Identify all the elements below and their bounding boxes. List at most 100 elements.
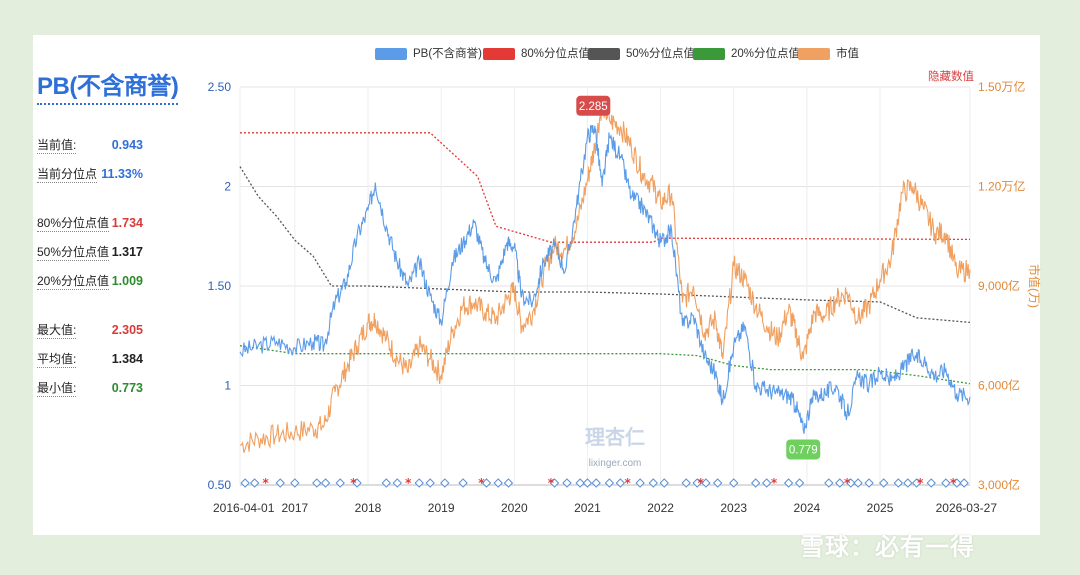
x-tick-label: 2019 xyxy=(428,501,455,515)
y-left-tick-label: 1 xyxy=(224,379,231,393)
stat-label: 50%分位点值 xyxy=(37,245,110,261)
y-left-tick-label: 0.50 xyxy=(208,478,232,492)
event-diamond-marker xyxy=(249,478,260,488)
event-diamond-marker xyxy=(635,478,645,488)
event-diamond-marker xyxy=(615,478,626,488)
stat-value: 1.734 xyxy=(111,216,143,230)
event-diamond-marker xyxy=(659,478,669,488)
hide-values-toggle[interactable]: 隐藏数值 xyxy=(928,71,974,83)
legend-label: 80%分位点值 xyxy=(521,48,591,60)
event-diamond-marker xyxy=(794,478,805,488)
stat-value: 2.305 xyxy=(111,323,143,337)
event-diamond-marker xyxy=(712,478,723,488)
legend-swatch xyxy=(798,48,830,60)
lixinger-watermark-url: lixinger.com xyxy=(589,458,642,469)
event-diamond-marker xyxy=(864,478,874,488)
x-tick-label: 2023 xyxy=(720,501,747,515)
stat-value: 1.384 xyxy=(111,352,143,366)
event-diamond-marker xyxy=(240,478,250,488)
event-diamond-marker xyxy=(481,478,492,488)
event-diamond-marker xyxy=(312,478,322,488)
value-annotation-box xyxy=(786,439,821,460)
x-tick-label: 2020 xyxy=(501,501,528,515)
stat-label: 当前分位点 xyxy=(37,167,98,183)
event-diamond-marker xyxy=(903,478,913,488)
event-diamond-marker xyxy=(414,478,424,488)
x-tick-label: 2018 xyxy=(355,501,382,515)
stat-label: 最小值: xyxy=(37,381,77,397)
event-star-marker: * xyxy=(478,476,485,490)
event-star-marker: * xyxy=(844,476,851,490)
legend-label: 50%分位点值 xyxy=(626,48,696,60)
y-right-tick-label: 1.50万亿 xyxy=(978,79,1025,94)
event-diamond-marker xyxy=(824,478,834,488)
event-diamond-marker xyxy=(290,478,300,488)
event-diamond-marker xyxy=(911,478,922,488)
y-right-tick-label: 1.20万亿 xyxy=(978,179,1025,194)
value-annotation-box xyxy=(576,95,611,116)
stat-value: 0.773 xyxy=(111,381,143,395)
y-right-tick-label: 3,000亿 xyxy=(978,477,1020,492)
stat-row: 当前分位点 11.33% xyxy=(37,166,147,186)
event-diamond-marker xyxy=(926,478,936,488)
lixinger-watermark: 理杏仁 xyxy=(585,425,645,449)
x-tick-label: 2021 xyxy=(574,501,601,515)
legend-label: PB(不含商誉) xyxy=(413,48,482,60)
legend-label: 20%分位点值 xyxy=(731,48,801,60)
event-star-marker: * xyxy=(950,476,957,490)
event-diamond-marker xyxy=(853,478,863,488)
series-80pct-line xyxy=(240,132,971,243)
event-diamond-marker xyxy=(381,478,392,488)
y-right-tick-label: 9,000亿 xyxy=(978,278,1020,293)
stat-row: 最大值: 2.305 xyxy=(37,322,147,342)
indicator-title[interactable]: PB(不含商誉) xyxy=(37,66,179,105)
series-50pct-line xyxy=(239,166,971,324)
event-diamond-marker xyxy=(959,478,969,488)
event-diamond-marker xyxy=(335,478,345,488)
event-diamond-marker xyxy=(352,478,362,488)
event-star-marker: * xyxy=(548,476,555,490)
event-star-marker: * xyxy=(698,476,705,490)
stat-label: 80%分位点值 xyxy=(37,216,110,232)
legend-swatch xyxy=(483,48,515,60)
event-diamond-marker xyxy=(893,478,904,488)
legend-swatch xyxy=(375,48,407,60)
event-diamond-marker xyxy=(692,478,702,488)
event-diamond-marker xyxy=(440,478,450,488)
legend-swatch xyxy=(693,48,725,60)
y-right-axis-label: 市值(万) xyxy=(1027,264,1042,308)
series-market-cap-line xyxy=(239,98,971,453)
legend-swatch xyxy=(588,48,620,60)
event-diamond-marker xyxy=(941,478,951,488)
chart-panel xyxy=(33,35,1040,535)
stat-row: 平均值: 1.384 xyxy=(37,351,147,371)
event-diamond-marker xyxy=(549,478,560,488)
event-diamond-marker xyxy=(750,478,761,488)
event-diamond-marker xyxy=(591,478,601,488)
event-star-marker: * xyxy=(262,476,269,490)
event-diamond-marker xyxy=(562,478,572,488)
x-tick-label: 2016-04-01 xyxy=(213,501,275,515)
stat-value: 1.009 xyxy=(111,274,143,288)
y-left-tick-label: 2.50 xyxy=(208,80,232,94)
stat-row: 20%分位点值 1.009 xyxy=(37,273,147,293)
stat-label: 当前值: xyxy=(37,138,77,154)
series-pb-line xyxy=(239,124,971,434)
event-diamond-marker xyxy=(320,478,331,488)
stat-label: 最大值: xyxy=(37,323,77,339)
stat-row: 50%分位点值 1.317 xyxy=(37,244,147,264)
x-tick-label: 2017 xyxy=(282,501,309,515)
stat-value: 11.33% xyxy=(101,167,143,181)
event-diamond-marker xyxy=(681,478,691,488)
event-star-marker: * xyxy=(917,476,924,490)
event-diamond-marker xyxy=(701,478,711,488)
value-annotation-label: 2.285 xyxy=(579,101,608,113)
stat-row: 80%分位点值 1.734 xyxy=(37,215,147,235)
value-annotation-label: 0.779 xyxy=(789,444,818,456)
x-tick-label: 2024 xyxy=(794,501,821,515)
x-tick-label: 2025 xyxy=(867,501,894,515)
event-diamond-marker xyxy=(846,478,856,488)
event-diamond-marker xyxy=(425,478,435,488)
xueqiu-watermark: 雪球：必有一得 xyxy=(800,527,975,562)
